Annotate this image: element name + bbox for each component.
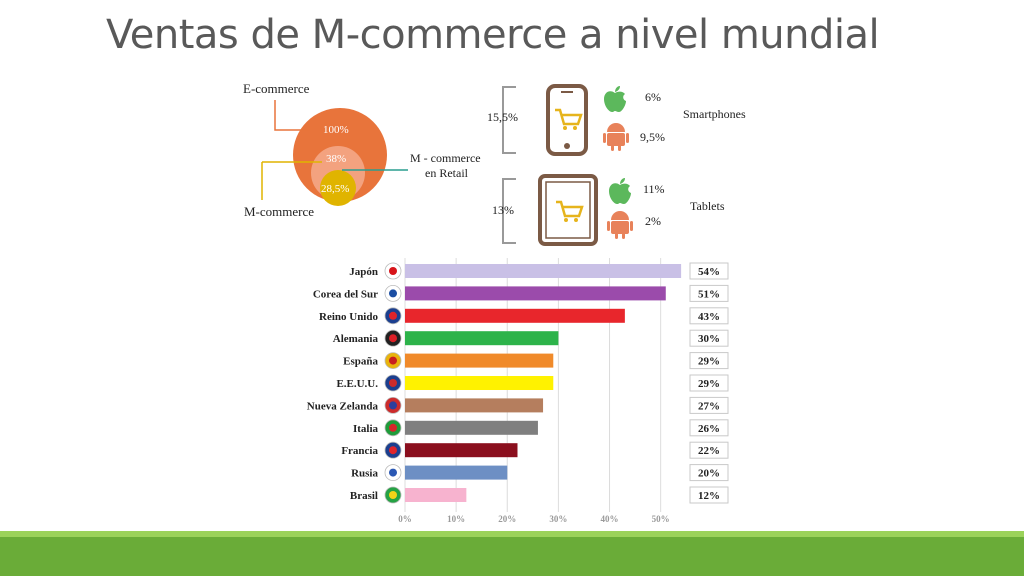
value-label-box [689,352,729,370]
category-label: Rusia [351,468,378,480]
tablets-total: 13% [492,203,514,217]
value-label-box [689,329,729,347]
apple-icon [609,178,631,204]
retail-label-line1: M - commerce [410,151,481,165]
smartphones-android-value: 9,5% [640,130,665,144]
ecommerce-connector [274,100,310,131]
tablets-ios-value: 11% [643,182,665,196]
category-label: E.E.U.U. [336,378,378,390]
japan-flag-icon-emblem [389,267,397,275]
middle-value: 38% [326,153,346,165]
france-flag-icon-emblem [389,446,397,455]
x-tick-label: 20% [498,514,516,524]
smartphones-bracket [502,86,516,154]
venn-svg: 100% 38% 28,5% [261,100,408,206]
retail-label-line2: en Retail [425,166,468,180]
value-label: 20% [698,468,720,480]
korea-flag-icon-emblem [389,289,397,298]
smartphones-total: 15,5% [487,110,518,124]
category-label: Francia [341,445,378,457]
bar [405,286,666,301]
outer-value: 100% [323,124,349,136]
x-tick-label: 0% [398,514,412,524]
footer-band-dark [0,537,1024,576]
value-label: 27% [698,400,720,412]
value-label: 30% [698,333,720,345]
bar [405,443,518,458]
russia-flag-icon-emblem [389,468,397,477]
value-label: 43% [698,311,720,323]
bar-chart: 0% 10% 20% 30% 40% 50% Japón 54% Corea del Sur 51… [307,258,729,524]
mcommerce-label: M-commerce [244,204,315,219]
ecommerce-label: E-commerce [243,81,310,96]
value-label-box [689,419,729,437]
category-label: Nueva Zelanda [307,400,379,412]
value-label: 51% [698,288,720,300]
brazil-flag-icon-emblem [389,491,397,499]
category-label: España [343,356,378,368]
bar [405,420,538,435]
bar [405,488,467,502]
value-label-box [689,464,729,482]
android-icon [607,211,633,239]
category-label: Japón [349,266,378,278]
smartphones-ios-value: 6% [645,90,661,104]
android-icon [603,123,629,151]
footer-band-light [0,531,1024,537]
bar [405,308,625,323]
value-label-box [689,441,729,459]
bar [405,353,554,368]
bar [405,331,559,346]
bar [405,465,508,480]
x-tick-label: 30% [549,514,567,524]
x-tick-label: 10% [447,514,465,524]
value-label: 29% [698,378,720,390]
germany-flag-icon-emblem [389,334,397,343]
category-label: Reino Unido [319,311,378,323]
value-label-box [689,396,729,414]
uk-flag-icon-emblem [389,311,397,320]
tablets-label: Tablets [690,199,725,213]
value-label: 12% [698,490,720,502]
x-tick-label: 40% [601,514,619,524]
value-label: 26% [698,423,720,435]
value-label-box [689,486,729,504]
value-label-box [689,284,729,302]
value-label-box [689,374,729,392]
value-label: 29% [698,356,720,368]
slide-title: Ventas de M-commerce a nivel mundial [106,12,880,58]
inner-value: 28,5% [321,183,349,195]
netherlands-flag-icon-emblem [389,401,397,410]
tablet-icon [538,174,598,246]
value-label-box [689,307,729,325]
apple-icon [604,86,626,112]
smartphone-icon [546,84,588,156]
x-tick-label: 50% [652,514,670,524]
category-label: Italia [353,423,379,435]
category-label: Brasil [350,490,378,502]
spain-flag-icon-emblem [389,356,397,365]
usa-flag-icon-emblem [389,379,397,387]
category-label: Alemania [333,333,379,345]
category-label: Corea del Sur [313,288,378,300]
value-label-box [689,262,729,280]
tablets-android-value: 2% [645,214,661,228]
italy-flag-icon-emblem [389,423,397,432]
bar [405,264,682,278]
bar-chart-panel: 0% 10% 20% 30% 40% 50% Japón 54% Corea del Sur 51… [230,250,760,530]
mcommerce-circle [320,170,356,206]
bar [405,376,554,390]
value-label: 54% [698,266,720,278]
smartphones-label: Smartphones [683,107,746,121]
value-label: 22% [698,445,720,457]
tablets-bracket [502,178,516,244]
bar [405,398,544,413]
